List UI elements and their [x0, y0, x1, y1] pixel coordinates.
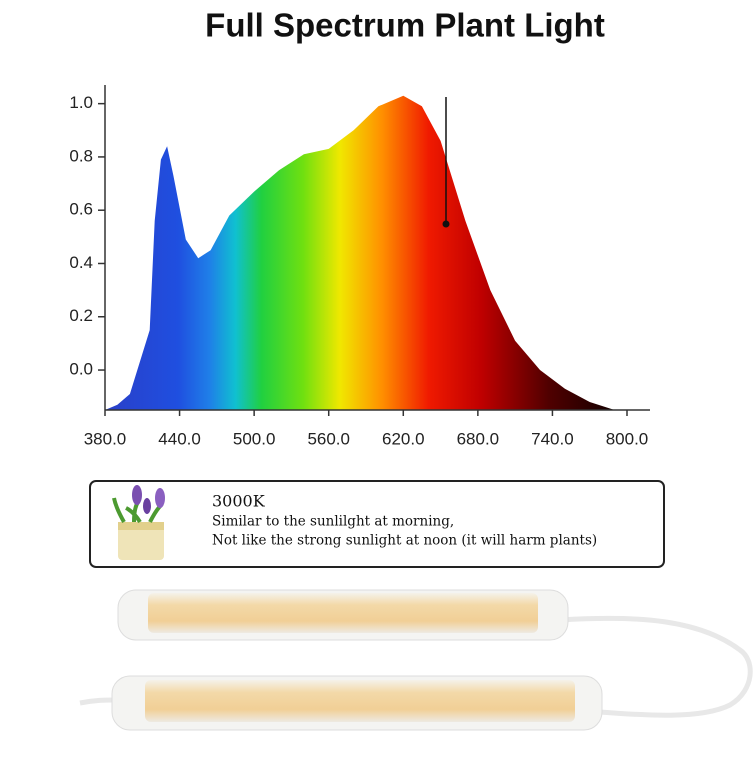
x-tick-label: 560.0	[307, 429, 350, 448]
y-tick-label: 0.8	[69, 146, 93, 165]
chart-title: Full Spectrum Plant Light	[205, 7, 605, 44]
info-line: Similar to the sunlilght at morning,	[212, 514, 454, 530]
x-tick-label: 740.0	[531, 429, 574, 448]
light-tubes	[79, 589, 753, 731]
y-tick-label: 0.6	[69, 200, 93, 219]
y-tick-label: 0.0	[69, 360, 93, 379]
plant-icon	[112, 485, 165, 560]
info-title: 3000K	[212, 492, 266, 511]
plot: 0.0 0.2 0.4 0.6 0.8 1.0 380.0 440.0 500.0 560.0 62…	[69, 85, 650, 448]
annotation-dot	[442, 220, 450, 228]
y-tick-label: 0.2	[69, 306, 93, 325]
x-tick-label: 440.0	[158, 429, 201, 448]
x-tick-label: 380.0	[84, 429, 127, 448]
x-tick-label: 800.0	[606, 429, 649, 448]
info-box	[89, 480, 665, 568]
y-tick-label: 0.4	[69, 253, 93, 272]
x-tick-label: 680.0	[457, 429, 500, 448]
x-tick-label: 620.0	[382, 429, 425, 448]
y-tick-label: 1.0	[69, 93, 93, 112]
spectrum-area	[105, 95, 627, 410]
info-line: Not like the strong sunlight at noon (it…	[212, 533, 597, 549]
x-tick-label: 500.0	[233, 429, 276, 448]
